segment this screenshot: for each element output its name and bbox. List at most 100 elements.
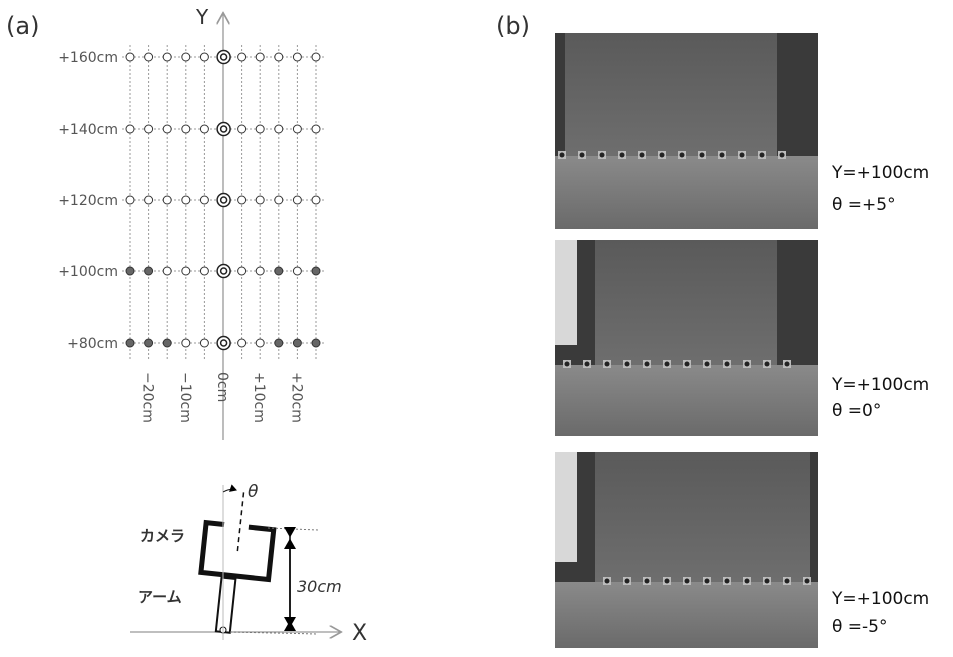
point [144,52,154,62]
x-label: +10cm [251,372,267,423]
y-label: +80cm [67,336,118,352]
point [292,195,302,205]
point [181,195,191,205]
x-label: +20cm [288,372,304,423]
origin-point [219,53,228,61]
photo-marker [684,578,690,584]
y-label: +100cm [58,264,118,280]
photo-marker [744,578,750,584]
photo-marker [739,152,745,158]
photos: Y=+100cm θ =+5° Y=+100cm θ =0° Y=+100cm θ =-5… [555,33,929,648]
photo-marker [584,361,590,367]
photo-floor [555,156,818,229]
point [255,266,265,276]
photo-marker [644,361,650,367]
photo-marker [619,152,625,158]
photo-marker [624,578,630,584]
photo-marker [639,152,645,158]
point [125,338,135,348]
photo-marker [759,152,765,158]
point [237,124,247,134]
point [237,266,247,276]
point [199,195,209,205]
photo-marker [724,361,730,367]
point [144,195,154,205]
point [144,338,154,348]
photo-marker [659,152,665,158]
point [125,266,135,276]
point [292,338,302,348]
x-label: 0cm [214,372,230,402]
photo-marker [559,152,565,158]
angle-label: θ [248,482,259,502]
point [144,266,154,276]
origin-point [219,196,228,204]
photo-marker [719,152,725,158]
caption: Y=+100cm [831,163,929,183]
point [237,52,247,62]
camera-label: カメラ [140,527,185,545]
panel-label: (b) [496,12,530,40]
grid: Y +160cm +140cm +120cm +100cm +80cm −20cm −10cm… [58,5,325,440]
point [162,124,172,134]
photo-marker [744,361,750,367]
point [274,338,284,348]
y-label: +160cm [58,50,118,66]
photo-marker [764,361,770,367]
photo-marker [704,578,710,584]
point [274,124,284,134]
x-label: −20cm [140,372,156,423]
photo-marker [579,152,585,158]
x-axis-label: X [352,621,367,646]
photo-marker [784,361,790,367]
photo-floor [555,582,818,648]
point [311,195,321,205]
caption: Y=+100cm [831,375,929,395]
photo-window [555,452,577,562]
point [199,124,209,134]
photo-marker [664,578,670,584]
point [274,266,284,276]
photo-marker [724,578,730,584]
caption: θ =-5° [832,617,888,637]
robot-diagram: X θ カメラ アーム 30cm [130,482,367,646]
photo-wall [595,240,777,365]
point [255,124,265,134]
photo-marker [624,361,630,367]
point [199,338,209,348]
photo-marker [599,152,605,158]
point [274,52,284,62]
y-axis-label: Y [195,5,209,29]
point [311,124,321,134]
length-label: 30cm [297,577,342,596]
caption: θ =+5° [832,195,896,215]
point [292,124,302,134]
photo-window [555,240,577,345]
origin-point [219,125,228,133]
photo-marker [784,578,790,584]
point [237,338,247,348]
y-label: +140cm [58,122,118,138]
point [311,52,321,62]
x-label: −10cm [177,372,193,423]
y-label: +120cm [58,193,118,209]
point [237,195,247,205]
photo-marker [779,152,785,158]
point [311,266,321,276]
point [292,52,302,62]
point [274,195,284,205]
photo-marker [804,578,810,584]
point [181,338,191,348]
point [162,52,172,62]
point [255,195,265,205]
photo-marker [644,578,650,584]
point [181,266,191,276]
point [181,52,191,62]
photo-marker [604,361,610,367]
point [255,52,265,62]
photo-wall [595,452,810,582]
photo-floor [555,365,818,436]
point [144,124,154,134]
photo-wall [565,33,777,156]
point [125,124,135,134]
